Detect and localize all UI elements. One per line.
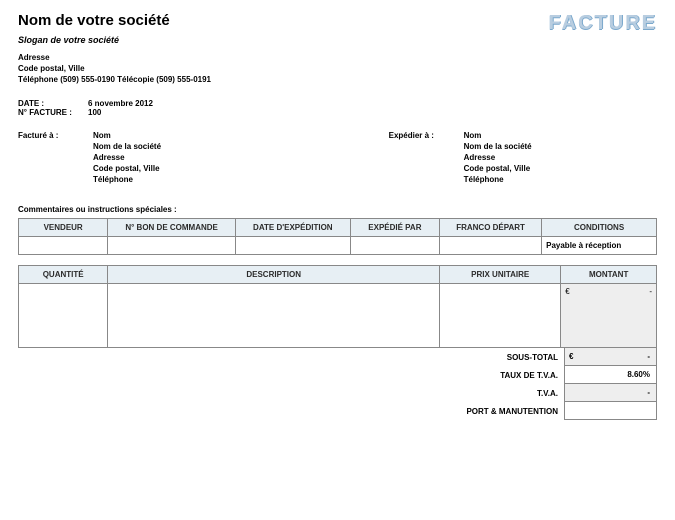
bill-to-line: Code postal, Ville bbox=[93, 164, 161, 175]
address-line: Code postal, Ville bbox=[18, 64, 211, 75]
bill-to-line: Nom de la société bbox=[93, 142, 161, 153]
col-conditions: CONDITIONS bbox=[542, 219, 657, 237]
totals-block: SOUS-TOTAL €- TAUX DE T.V.A. 8.60% T.V.A… bbox=[18, 348, 657, 420]
cell-bon-commande bbox=[108, 237, 236, 255]
ship-to-line: Téléphone bbox=[464, 175, 532, 186]
invoice-number-label: N° FACTURE : bbox=[18, 108, 88, 117]
ship-to-block: Expédier à : Nom Nom de la société Adres… bbox=[389, 131, 657, 185]
col-expedie-par: EXPÉDIÉ PAR bbox=[350, 219, 439, 237]
tva-label: T.V.A. bbox=[444, 389, 564, 398]
bill-to-line: Nom bbox=[93, 131, 161, 142]
ship-to-line: Adresse bbox=[464, 153, 532, 164]
ship-to-label: Expédier à : bbox=[389, 131, 464, 185]
cell-date-expedition bbox=[235, 237, 350, 255]
bill-to-block: Facturé à : Nom Nom de la société Adress… bbox=[18, 131, 389, 185]
port-value bbox=[564, 402, 657, 420]
col-montant: MONTANT bbox=[561, 266, 657, 284]
col-description: DESCRIPTION bbox=[108, 266, 440, 284]
comments-label: Commentaires ou instructions spéciales : bbox=[18, 205, 657, 214]
tva-rate-value: 8.60% bbox=[564, 366, 657, 384]
order-info-table: VENDEUR N° BON DE COMMANDE DATE D'EXPÉDI… bbox=[18, 218, 657, 255]
subtotal-label: SOUS-TOTAL bbox=[444, 353, 564, 362]
ship-to-line: Nom de la société bbox=[464, 142, 532, 153]
company-slogan: Slogan de votre société bbox=[18, 35, 211, 45]
cell-montant: €- bbox=[561, 284, 657, 300]
company-name: Nom de votre société bbox=[18, 12, 211, 29]
bill-to-label: Facturé à : bbox=[18, 131, 93, 185]
col-quantite: QUANTITÉ bbox=[19, 266, 108, 284]
invoice-meta: DATE : 6 novembre 2012 N° FACTURE : 100 bbox=[18, 99, 657, 117]
address-line: Adresse bbox=[18, 53, 211, 64]
company-address: Adresse Code postal, Ville Téléphone (50… bbox=[18, 53, 211, 85]
invoice-number-value: 100 bbox=[88, 108, 101, 117]
port-label: PORT & MANUTENTION bbox=[444, 407, 564, 416]
cell-vendeur bbox=[19, 237, 108, 255]
invoice-title: FACTURE bbox=[549, 12, 657, 35]
col-bon-commande: N° BON DE COMMANDE bbox=[108, 219, 236, 237]
cell-conditions: Payable à réception bbox=[542, 237, 657, 255]
cell-prix bbox=[440, 284, 561, 300]
subtotal-value: €- bbox=[564, 348, 657, 366]
cell-description bbox=[108, 284, 440, 300]
date-label: DATE : bbox=[18, 99, 88, 108]
tva-value: - bbox=[564, 384, 657, 402]
cell-franco-depart bbox=[440, 237, 542, 255]
col-date-expedition: DATE D'EXPÉDITION bbox=[235, 219, 350, 237]
phone-line: Téléphone (509) 555-0190 Télécopie (509)… bbox=[18, 75, 211, 86]
date-value: 6 novembre 2012 bbox=[88, 99, 153, 108]
ship-to-line: Nom bbox=[464, 131, 532, 142]
col-vendeur: VENDEUR bbox=[19, 219, 108, 237]
tva-rate-label: TAUX DE T.V.A. bbox=[444, 371, 564, 380]
ship-to-line: Code postal, Ville bbox=[464, 164, 532, 175]
line-items-table: QUANTITÉ DESCRIPTION PRIX UNITAIRE MONTA… bbox=[18, 265, 657, 348]
col-franco-depart: FRANCO DÉPART bbox=[440, 219, 542, 237]
bill-to-line: Adresse bbox=[93, 153, 161, 164]
cell-quantite bbox=[19, 284, 108, 300]
bill-to-line: Téléphone bbox=[93, 175, 161, 186]
col-prix-unitaire: PRIX UNITAIRE bbox=[440, 266, 561, 284]
cell-expedie-par bbox=[350, 237, 439, 255]
